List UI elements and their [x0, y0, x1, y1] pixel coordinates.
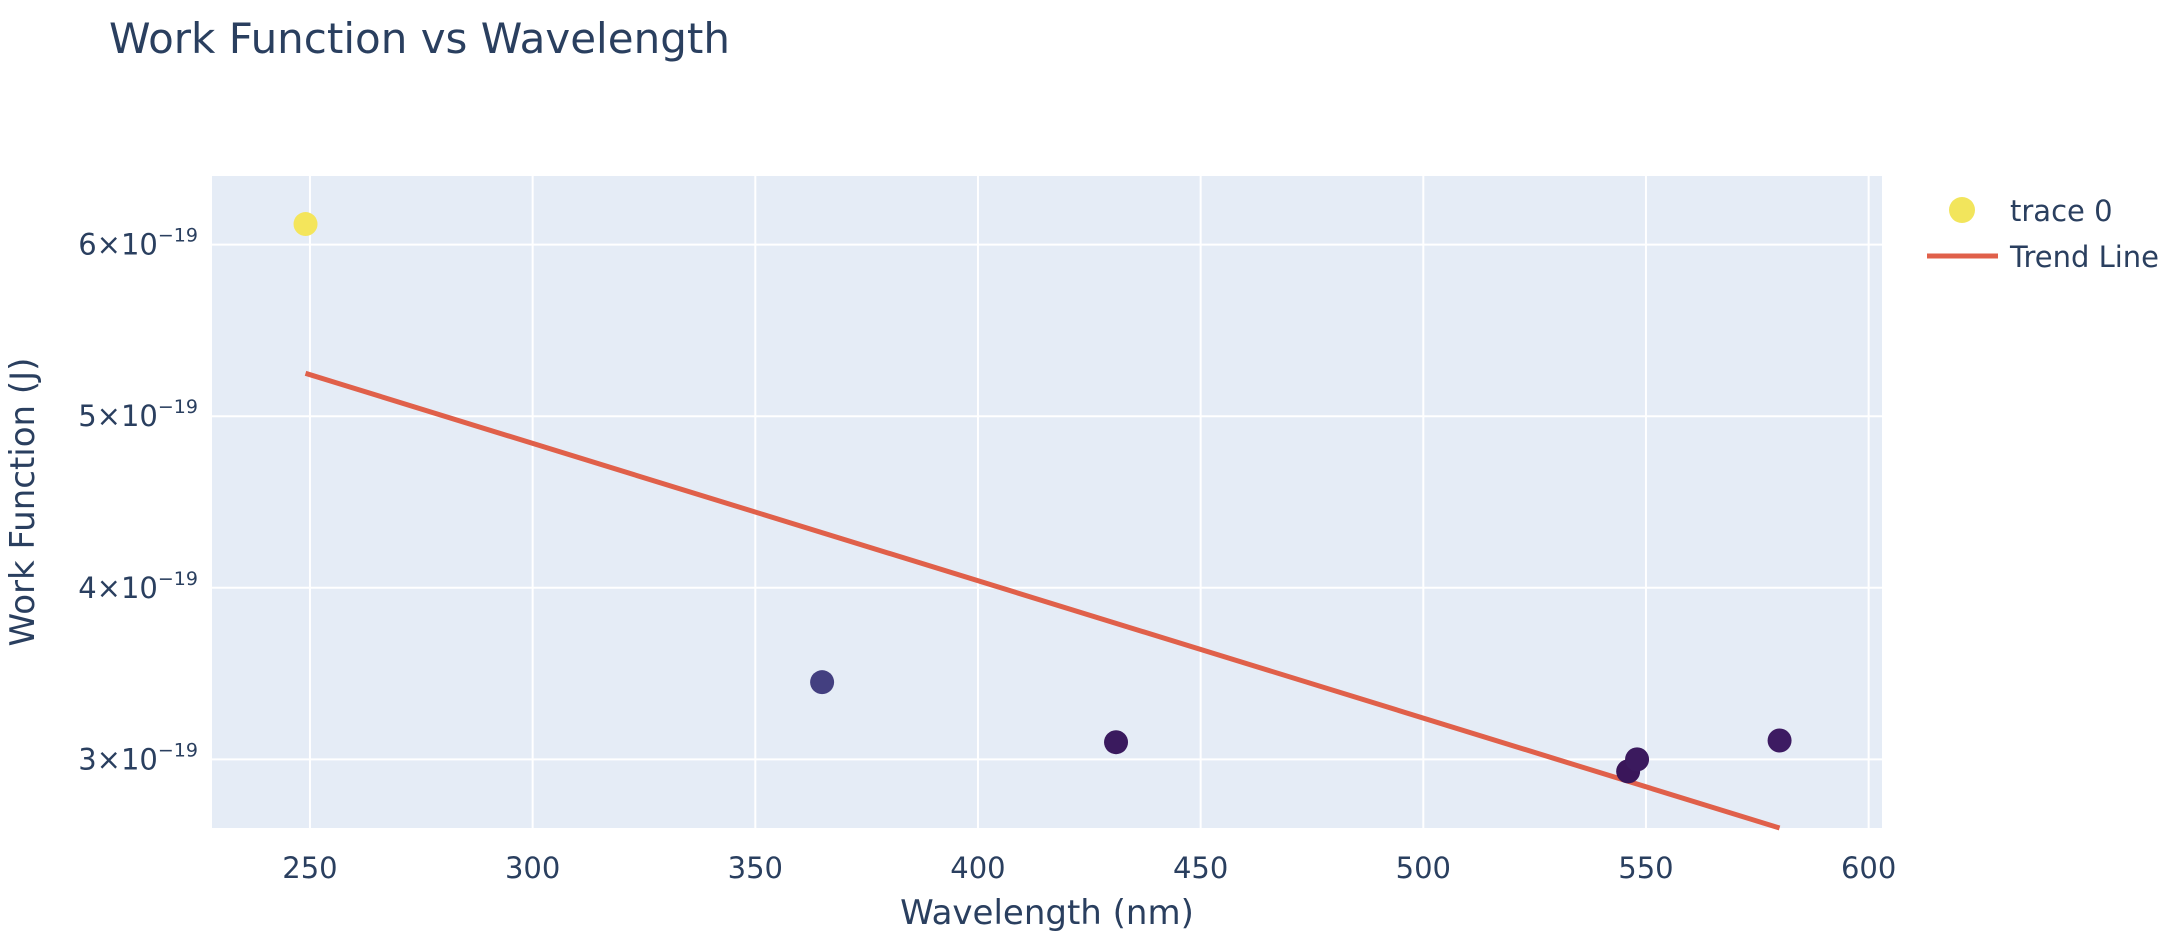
legend-label-trend-line[interactable]: Trend Line — [2009, 240, 2159, 274]
x-axis-title: Wavelength (nm) — [900, 893, 1194, 933]
y-tick-label: 4×10−19 — [78, 568, 198, 605]
x-tick-label: 400 — [950, 851, 1005, 885]
x-tick-label: 500 — [1396, 851, 1451, 885]
data-point[interactable] — [293, 212, 318, 237]
y-gridlines — [212, 243, 1882, 761]
x-tick-label: 450 — [1173, 851, 1228, 885]
chart-title: Work Function vs Wavelength — [109, 14, 730, 63]
x-tick-label: 250 — [282, 851, 337, 885]
legend: trace 0 Trend Line — [1927, 194, 2159, 274]
x-tick-label: 550 — [1618, 851, 1673, 885]
x-tick-labels: 250 300 350 400 450 500 550 600 — [282, 851, 1896, 885]
legend-label-trace-0[interactable]: trace 0 — [2010, 194, 2113, 228]
data-point[interactable] — [1104, 730, 1129, 755]
y-tick-label: 3×10−19 — [78, 739, 198, 776]
data-point[interactable] — [1625, 747, 1650, 772]
y-tick-label: 6×10−19 — [78, 225, 198, 262]
trend-line[interactable] — [304, 370, 1781, 831]
x-tick-label: 350 — [728, 851, 783, 885]
legend-marker-trace-0[interactable] — [1949, 197, 1975, 223]
x-gridlines — [308, 176, 1870, 828]
y-tick-label: 5×10−19 — [78, 396, 198, 433]
plot-area — [212, 176, 1882, 828]
data-point[interactable] — [1767, 728, 1792, 753]
x-tick-label: 300 — [505, 851, 560, 885]
y-tick-labels: 3×10−19 4×10−19 5×10−19 6×10−19 — [78, 225, 198, 777]
x-tick-label: 600 — [1841, 851, 1896, 885]
y-axis-title: Work Function (J) — [3, 358, 43, 647]
series-layer — [293, 212, 1792, 831]
data-point[interactable] — [810, 670, 835, 695]
